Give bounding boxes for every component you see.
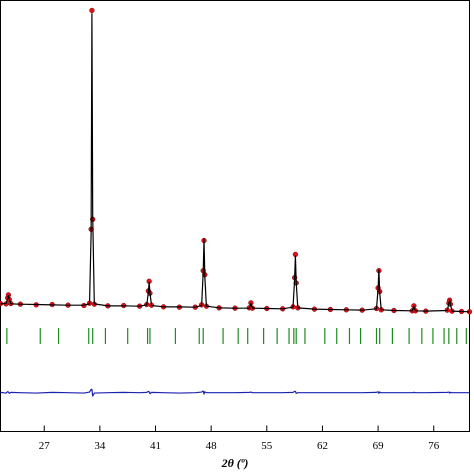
x-axis-title: 2θ (º) xyxy=(221,456,249,470)
x-tick-label: 55 xyxy=(261,440,273,452)
calculated-line xyxy=(0,13,470,313)
x-tick-label: 34 xyxy=(94,440,106,452)
x-tick-label: 27 xyxy=(39,440,51,452)
difference-line xyxy=(0,388,470,397)
plot-frame xyxy=(0,0,470,432)
x-tick-label: 41 xyxy=(150,440,161,452)
x-tick-label: 76 xyxy=(428,440,440,452)
observed-point xyxy=(89,7,95,14)
x-tick-label: 69 xyxy=(373,440,385,452)
x-tick-label: 62 xyxy=(317,440,328,452)
x-tick-label: 48 xyxy=(206,440,218,452)
